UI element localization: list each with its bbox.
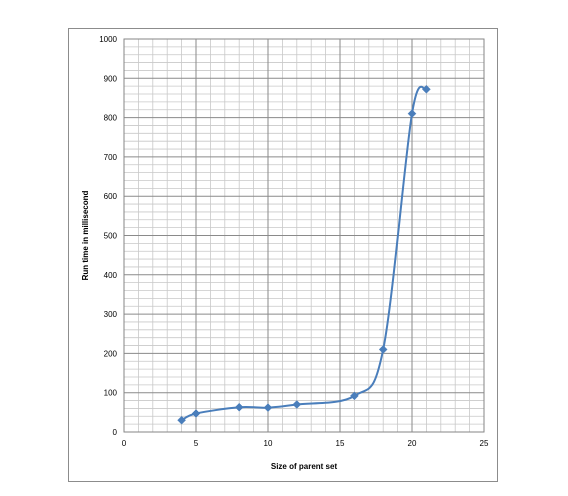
x-tick-label: 0 bbox=[122, 439, 127, 448]
y-tick-label: 0 bbox=[113, 428, 118, 437]
data-point-marker bbox=[177, 415, 186, 425]
y-tick-label: 300 bbox=[104, 310, 118, 319]
x-tick-label: 20 bbox=[408, 439, 417, 448]
y-tick-label: 200 bbox=[104, 349, 118, 358]
y-tick-label: 900 bbox=[104, 74, 118, 83]
x-axis-tick-labels: 0 5 10 15 20 25 bbox=[122, 439, 489, 448]
major-gridlines bbox=[123, 38, 485, 433]
series-line bbox=[181, 85, 428, 422]
plot-area-border bbox=[123, 38, 485, 433]
data-point-marker bbox=[292, 400, 302, 409]
x-axis-title: Size of parent set bbox=[271, 462, 338, 471]
data-point-marker bbox=[422, 84, 431, 94]
data-point-marker bbox=[263, 403, 273, 412]
x-tick-label: 15 bbox=[336, 439, 345, 448]
y-tick-label: 400 bbox=[104, 271, 118, 280]
y-tick-label: 1000 bbox=[99, 35, 117, 44]
x-tick-label: 5 bbox=[194, 439, 199, 448]
data-point-marker bbox=[191, 409, 201, 418]
y-tick-label: 600 bbox=[104, 192, 118, 201]
data-points bbox=[177, 84, 431, 425]
x-tick-label: 10 bbox=[264, 439, 273, 448]
x-tick-label: 25 bbox=[480, 439, 489, 448]
data-point-marker bbox=[350, 391, 359, 401]
y-tick-label: 800 bbox=[104, 114, 118, 123]
data-point-marker bbox=[407, 109, 417, 119]
y-tick-label: 500 bbox=[104, 232, 118, 241]
data-point-marker bbox=[378, 345, 388, 354]
y-tick-label: 100 bbox=[104, 389, 118, 398]
y-axis-tick-labels: 0 100 200 300 400 500 600 700 800 900 1000 bbox=[99, 35, 117, 437]
y-axis-title: Run time in millisecond bbox=[81, 190, 90, 280]
data-point-marker bbox=[234, 402, 244, 412]
y-tick-label: 700 bbox=[104, 153, 118, 162]
